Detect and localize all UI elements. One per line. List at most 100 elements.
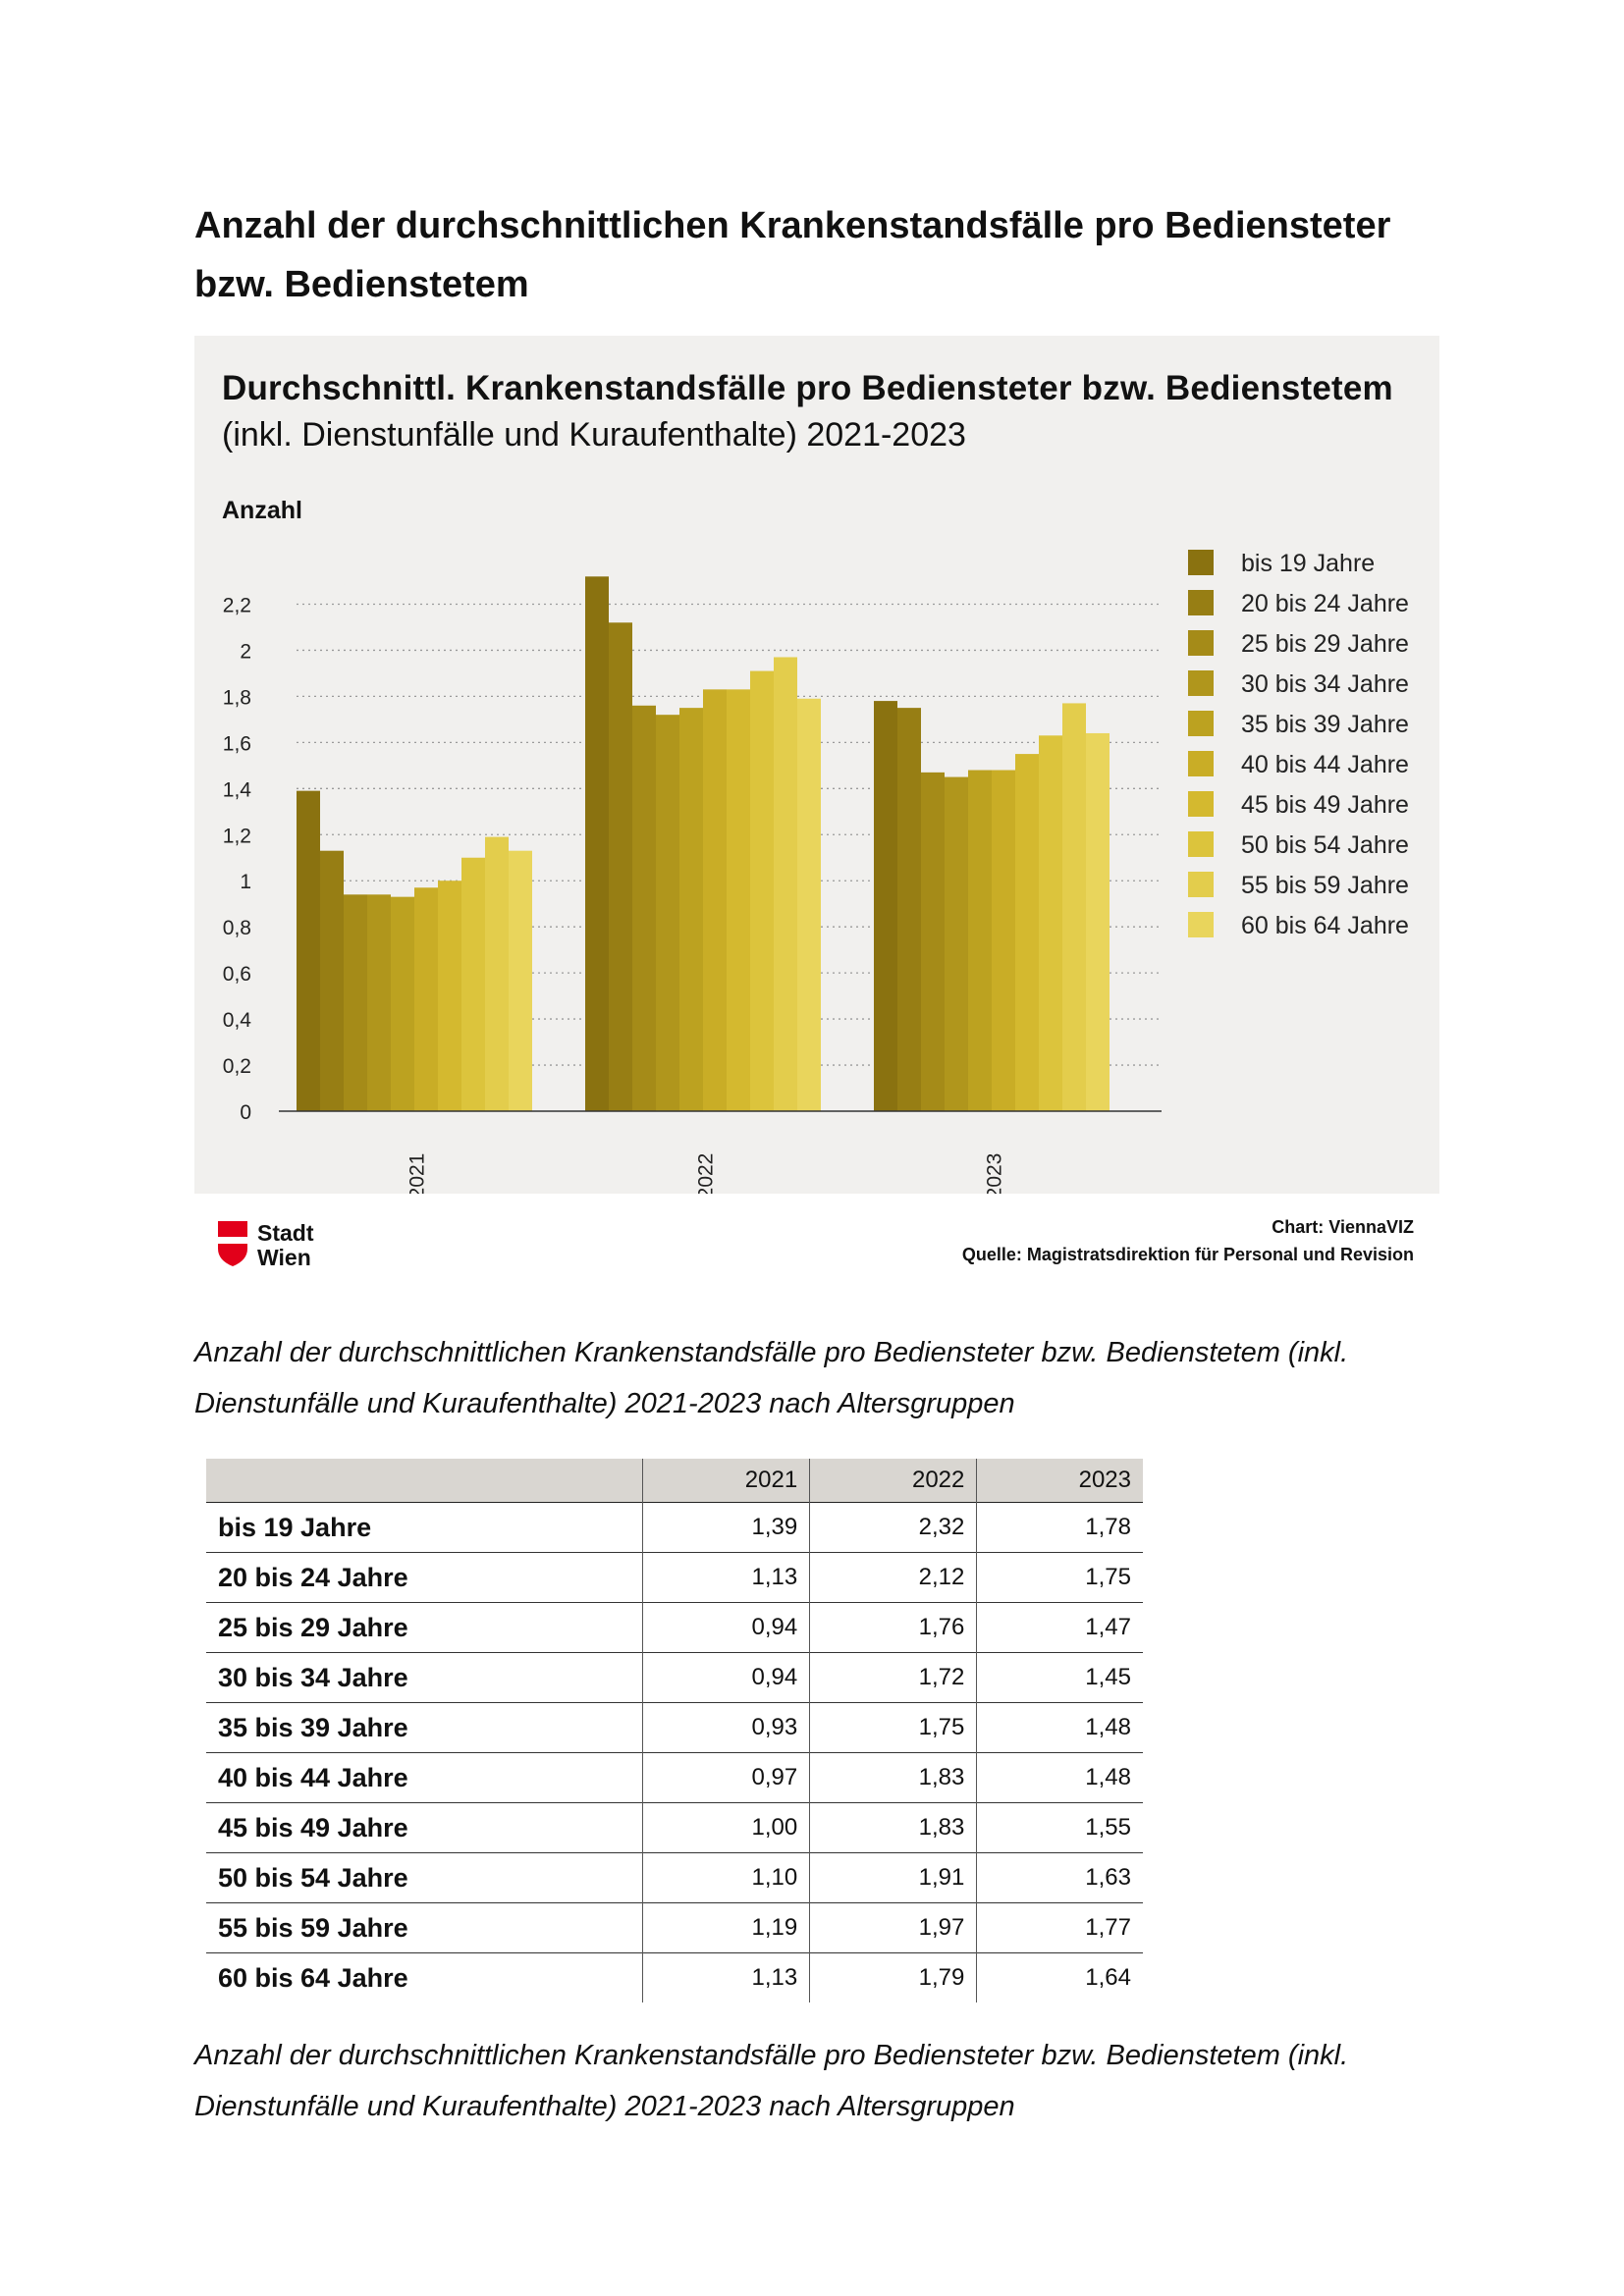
x-category-label: 2023	[984, 1153, 1006, 1194]
y-tick-label: 1,6	[223, 732, 251, 755]
legend-label: 45 bis 49 Jahre	[1241, 791, 1409, 819]
bar	[585, 576, 609, 1111]
cell-2023: 1,55	[976, 1802, 1143, 1853]
table-row: 45 bis 49 Jahre 1,00 1,83 1,55	[206, 1802, 1143, 1853]
table-header-2022: 2022	[809, 1459, 977, 1503]
table-row: 50 bis 54 Jahre 1,10 1,91 1,63	[206, 1852, 1143, 1903]
table-header-label	[206, 1459, 643, 1503]
bar	[992, 770, 1015, 1111]
legend-label: 35 bis 39 Jahre	[1241, 711, 1409, 738]
y-tick-label: 1,8	[223, 686, 251, 709]
stadt-wien-logo: Stadt Wien	[218, 1221, 346, 1272]
bar	[609, 622, 632, 1111]
chart-title: Durchschnittl. Krankenstandsfälle pro Be…	[222, 369, 1393, 407]
table-row: 40 bis 44 Jahre 0,97 1,83 1,48	[206, 1752, 1143, 1803]
y-tick-label: 1	[240, 871, 251, 893]
cell-2022: 2,12	[809, 1552, 977, 1603]
logo-line-wien: Wien	[257, 1245, 311, 1270]
cell-2022: 1,75	[809, 1702, 977, 1753]
y-tick-label: 2	[240, 640, 251, 663]
row-label: 20 bis 24 Jahre	[206, 1552, 643, 1603]
legend-label: 50 bis 54 Jahre	[1241, 831, 1409, 859]
row-label: 40 bis 44 Jahre	[206, 1752, 643, 1803]
chart-credit: Chart: ViennaVIZ	[1272, 1217, 1414, 1237]
row-label: 30 bis 34 Jahre	[206, 1652, 643, 1703]
legend-label: 55 bis 59 Jahre	[1241, 872, 1409, 899]
table-row: 35 bis 39 Jahre 0,93 1,75 1,48	[206, 1702, 1143, 1753]
cell-2023: 1,64	[976, 1952, 1143, 2002]
y-tick-label: 0,4	[223, 1009, 252, 1032]
table-header-2021: 2021	[641, 1459, 810, 1503]
y-tick-label: 1,2	[223, 825, 251, 847]
y-tick-label: 0,2	[223, 1055, 251, 1078]
cell-2023: 1,75	[976, 1552, 1143, 1603]
bar	[632, 705, 656, 1111]
y-tick-label: 0,8	[223, 917, 251, 939]
vienna-shield-icon	[218, 1221, 247, 1266]
cell-2021: 0,97	[641, 1752, 810, 1803]
data-table: 2021 2022 2023 bis 19 Jahre 1,39 2,32 1,78 2…	[206, 1459, 1143, 2002]
cell-2021: 1,39	[641, 1502, 810, 1553]
x-category-label: 2021	[406, 1153, 429, 1194]
legend-label: 20 bis 24 Jahre	[1241, 590, 1409, 617]
cell-2022: 1,79	[809, 1952, 977, 2002]
legend-swatch	[1188, 751, 1214, 776]
bar	[344, 894, 367, 1111]
bar	[1062, 703, 1086, 1111]
bar	[1015, 754, 1039, 1111]
row-label: bis 19 Jahre	[206, 1502, 643, 1553]
y-tick-label: 0	[240, 1101, 251, 1124]
bar	[921, 772, 945, 1111]
cell-2023: 1,78	[976, 1502, 1143, 1553]
bar	[797, 698, 821, 1111]
legend-label: 40 bis 44 Jahre	[1241, 751, 1409, 778]
legend-label: bis 19 Jahre	[1241, 550, 1375, 577]
bar	[1086, 732, 1110, 1111]
y-axis-label: Anzahl	[222, 497, 302, 524]
chart-source: Quelle: Magistratsdirektion für Personal…	[961, 1245, 1414, 1264]
bar	[461, 857, 485, 1111]
cell-2023: 1,48	[976, 1752, 1143, 1803]
caption-bottom: Anzahl der durchschnittlichen Krankensta…	[194, 2040, 1349, 2122]
table-header-row: 2021 2022 2023	[206, 1459, 1143, 1503]
cell-2022: 1,83	[809, 1802, 977, 1853]
legend-swatch	[1188, 630, 1214, 656]
table-row: 55 bis 59 Jahre 1,19 1,97 1,77	[206, 1902, 1143, 1953]
bar	[320, 850, 344, 1111]
logo-wordmark: Stadt Wien	[257, 1221, 314, 1270]
cell-2023: 1,77	[976, 1902, 1143, 1953]
cell-2021: 0,94	[641, 1652, 810, 1703]
legend-label: 60 bis 64 Jahre	[1241, 912, 1409, 939]
logo-line-stadt: Stadt	[257, 1220, 314, 1246]
cell-2022: 2,32	[809, 1502, 977, 1553]
legend-swatch	[1188, 670, 1214, 696]
cell-2022: 1,91	[809, 1852, 977, 1903]
bar	[297, 790, 320, 1111]
cell-2023: 1,45	[976, 1652, 1143, 1703]
table-row: 25 bis 29 Jahre 0,94 1,76 1,47	[206, 1602, 1143, 1653]
bar	[391, 896, 414, 1111]
legend-label: 30 bis 34 Jahre	[1241, 670, 1409, 698]
table-row: 60 bis 64 Jahre 1,13 1,79 1,64	[206, 1952, 1143, 2002]
legend-swatch	[1188, 550, 1214, 575]
table-header-2023: 2023	[976, 1459, 1143, 1503]
chart-panel: Durchschnittl. Krankenstandsfälle pro Be…	[194, 336, 1439, 1194]
cell-2021: 1,13	[641, 1952, 810, 2002]
cell-2023: 1,63	[976, 1852, 1143, 1903]
legend-swatch	[1188, 872, 1214, 897]
bar	[367, 894, 391, 1111]
row-label: 45 bis 49 Jahre	[206, 1802, 643, 1853]
y-tick-label: 1,4	[223, 778, 252, 801]
chart-subtitle: (inkl. Dienstunfälle und Kuraufenthalte)…	[222, 416, 966, 454]
row-label: 50 bis 54 Jahre	[206, 1852, 643, 1903]
table-row: bis 19 Jahre 1,39 2,32 1,78	[206, 1502, 1143, 1553]
cell-2022: 1,97	[809, 1902, 977, 1953]
bar-chart: 0 0,2 0,4 0,6 0,8 1 1,2 1,4 1,6 1,8 2 2,2 2021 2022 20…	[223, 550, 1409, 1194]
x-category-label: 2022	[695, 1153, 718, 1194]
cell-2023: 1,48	[976, 1702, 1143, 1753]
cell-2021: 0,93	[641, 1702, 810, 1753]
cell-2021: 1,19	[641, 1902, 810, 1953]
bar	[774, 657, 797, 1111]
bar	[485, 836, 509, 1111]
row-label: 60 bis 64 Jahre	[206, 1952, 643, 2002]
